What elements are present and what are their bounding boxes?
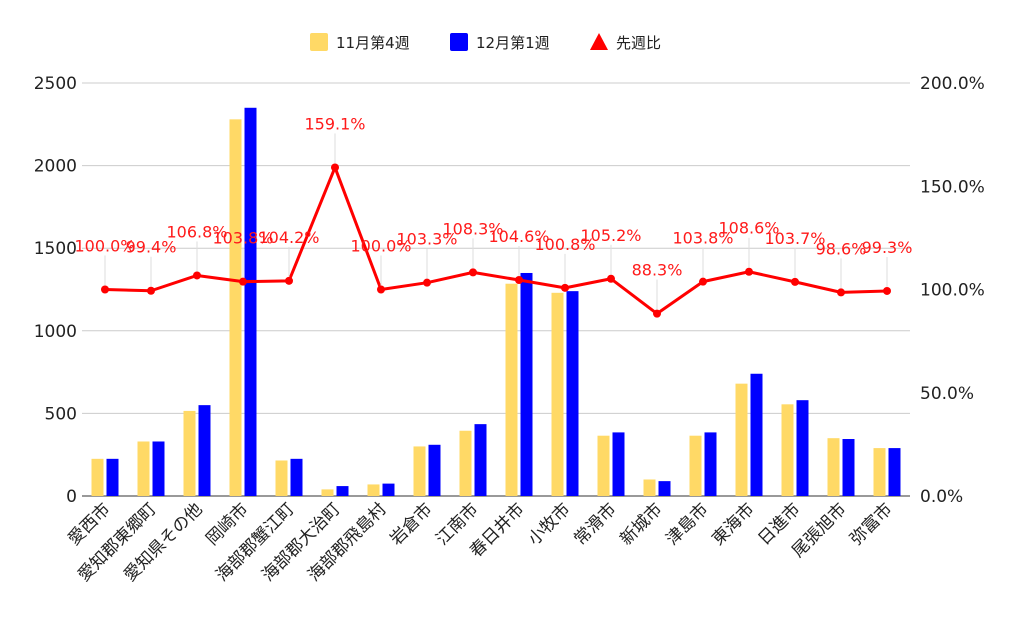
- y-tick-label: 1000: [34, 322, 77, 342]
- bar-week4-nov: [597, 435, 610, 496]
- legend-triangle-icon: [590, 33, 608, 50]
- line-point: [515, 276, 523, 285]
- bar-week4-nov: [505, 283, 518, 496]
- data-label: 159.1%: [304, 114, 365, 133]
- bar-week4-nov: [137, 441, 150, 496]
- y-tick-label: 2500: [34, 74, 77, 94]
- bar-week4-nov: [367, 484, 380, 496]
- data-label: 100.8%: [534, 235, 595, 254]
- bar-week4-nov: [873, 448, 886, 496]
- data-label: 98.6%: [816, 239, 867, 258]
- bar-week4-nov: [781, 404, 794, 496]
- bar-week1-dec: [106, 458, 119, 496]
- line-point: [101, 285, 109, 294]
- line-point: [423, 278, 431, 287]
- line-point: [837, 288, 845, 297]
- bar-week4-nov: [551, 292, 564, 496]
- data-label: 103.7%: [764, 229, 825, 248]
- data-label: 103.8%: [672, 229, 733, 248]
- bar-week1-dec: [152, 441, 165, 496]
- category-label: 弥富市: [846, 499, 896, 549]
- line-point: [377, 285, 385, 294]
- y-tick-label: 500: [45, 404, 77, 424]
- bar-week1-dec: [244, 107, 257, 496]
- data-label: 108.6%: [718, 219, 779, 238]
- bar-week1-dec: [198, 405, 211, 496]
- bar-week1-dec: [842, 439, 855, 496]
- category-label: 常滑市: [570, 499, 620, 549]
- bar-week1-dec: [382, 483, 395, 496]
- line-point: [147, 286, 155, 295]
- bar-week1-dec: [888, 448, 901, 496]
- bar-week4-nov: [183, 410, 196, 496]
- bar-week1-dec: [290, 458, 303, 496]
- bar-week1-dec: [612, 432, 625, 496]
- line-point: [285, 276, 293, 285]
- category-label: 新城市: [616, 499, 666, 549]
- y-tick-label: 0: [66, 487, 77, 507]
- line-point: [607, 274, 615, 283]
- bar-week1-dec: [566, 291, 579, 496]
- bar-week1-dec: [336, 486, 349, 496]
- line-point: [653, 309, 661, 318]
- bar-week4-nov: [735, 383, 748, 496]
- data-label: 108.3%: [442, 219, 503, 238]
- bar-week1-dec: [704, 432, 717, 496]
- line-week-over-week: [104, 165, 888, 316]
- line-point: [239, 277, 247, 286]
- line-point: [791, 277, 799, 286]
- legend-label: 先週比: [616, 34, 661, 52]
- bar-week1-dec: [520, 272, 533, 496]
- line-point: [883, 286, 891, 295]
- bar-week4-nov: [275, 460, 288, 496]
- data-label: 103.3%: [396, 230, 457, 249]
- bar-week1-dec: [750, 373, 763, 496]
- line-point: [469, 268, 477, 277]
- line-point: [699, 277, 707, 286]
- line-point: [745, 267, 753, 276]
- category-label: 東海市: [708, 499, 758, 549]
- data-label: 88.3%: [632, 261, 683, 280]
- category-label: 津島市: [662, 499, 712, 549]
- y-tick-label: 2000: [34, 157, 77, 177]
- y2-tick-label: 0.0%: [920, 487, 963, 507]
- y2-tick-label: 200.0%: [920, 74, 985, 94]
- bar-week4-nov: [91, 458, 104, 496]
- bar-week4-nov: [459, 430, 472, 496]
- bar-week1-dec: [428, 444, 441, 496]
- line-point: [331, 163, 339, 172]
- bar-week4-nov: [689, 435, 702, 496]
- data-label: 100.0%: [350, 237, 411, 256]
- data-label: 99.3%: [862, 238, 913, 257]
- data-label: 100.0%: [74, 237, 135, 256]
- line-point: [561, 283, 569, 292]
- bar-week4-nov: [643, 479, 656, 496]
- data-label: 104.2%: [258, 228, 319, 247]
- data-label: 106.8%: [166, 222, 227, 241]
- bar-week1-dec: [658, 481, 671, 496]
- bar-week4-nov: [321, 489, 334, 496]
- bar-week1-dec: [796, 400, 809, 496]
- legend-swatch: [310, 33, 328, 51]
- legend-swatch: [450, 33, 468, 51]
- bar-week1-dec: [474, 424, 487, 496]
- data-label: 105.2%: [580, 226, 641, 245]
- y-tick-label: 1500: [34, 239, 77, 259]
- bar-week4-nov: [229, 119, 242, 497]
- y2-tick-label: 150.0%: [920, 177, 985, 197]
- data-label: 104.6%: [488, 227, 549, 246]
- y2-tick-label: 100.0%: [920, 281, 985, 301]
- bar-week4-nov: [827, 438, 840, 496]
- category-label: 岩倉市: [386, 499, 436, 549]
- line-point: [193, 271, 201, 280]
- legend-label: 12月第1週: [476, 34, 550, 52]
- category-label: 小牧市: [524, 499, 574, 549]
- data-label: 103.8%: [212, 229, 273, 248]
- legend-label: 11月第4週: [336, 34, 410, 52]
- y2-tick-label: 50.0%: [920, 384, 974, 404]
- bar-week4-nov: [413, 446, 426, 496]
- data-label: 99.4%: [126, 238, 177, 257]
